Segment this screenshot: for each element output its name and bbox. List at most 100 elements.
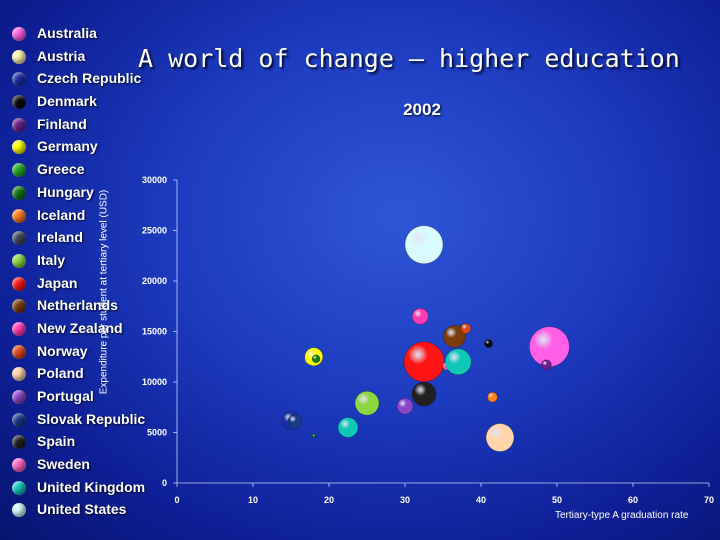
legend-marker (12, 72, 26, 87)
legend-label: Japan (37, 274, 78, 291)
x-axis-label: Tertiary-type A graduation rate (555, 510, 689, 521)
legend-label: Australia (37, 25, 97, 41)
legend-item: Ireland (8, 229, 168, 252)
slide-title: A world of change – higher education (138, 44, 680, 73)
legend-item: Czech Republic (8, 70, 168, 93)
y-tick-label: 5000 (147, 428, 167, 438)
bubble-point (444, 348, 472, 376)
y-tick-label: 0 (162, 478, 167, 488)
legend-marker (12, 253, 26, 268)
legend-item: Germany (8, 138, 168, 161)
legend-item: Austria (8, 48, 168, 71)
legend-marker (12, 276, 26, 291)
legend-item: Poland (8, 365, 168, 388)
legend-label: Portugal (37, 388, 94, 404)
bubble-point (485, 423, 515, 452)
legend-marker (12, 367, 26, 382)
legend-label: Italy (37, 251, 66, 268)
bubble-point (411, 308, 429, 325)
bubble-point (403, 341, 445, 383)
legend-item: Hungary (8, 184, 168, 207)
y-tick-label: 25000 (142, 226, 167, 236)
y-tick-label: 15000 (142, 327, 167, 337)
y-tick-label: 10000 (142, 377, 167, 387)
legend-item: Iceland (8, 207, 168, 230)
x-tick-label: 0 (174, 495, 179, 505)
legend-label: Sweden (37, 456, 90, 473)
legend-label: Hungary (37, 183, 94, 200)
legend-marker (12, 185, 26, 200)
legend-label: United States (37, 501, 127, 518)
bubble-point (541, 359, 552, 371)
legend-label: Czech Republic (37, 70, 142, 87)
legend-item: New Zealand (8, 320, 168, 343)
legend-item: Netherlands (8, 297, 168, 320)
x-tick-label: 40 (476, 495, 486, 505)
legend-label: Norway (37, 342, 88, 359)
bubble-point (460, 323, 472, 334)
legend-marker (12, 231, 26, 246)
legend-marker (12, 117, 26, 132)
x-tick-label: 60 (628, 495, 638, 505)
x-tick-label: 10 (248, 495, 258, 505)
legend-marker (12, 163, 26, 178)
legend-marker (12, 321, 26, 336)
bubble-point (484, 339, 493, 348)
legend-item: Spain (8, 433, 168, 456)
legend-marker (12, 390, 26, 404)
x-tick-label: 30 (400, 495, 410, 505)
bubble-point (404, 225, 444, 264)
legend-marker (12, 435, 26, 450)
legend-marker (12, 458, 26, 473)
legend-marker (12, 344, 26, 359)
legend-item: United Kingdom (8, 479, 168, 502)
legend-label: Greece (37, 161, 85, 178)
bubble-point (487, 391, 498, 403)
legend: Australia Austria Czech Republic Denmark Fin… (8, 25, 168, 524)
legend-marker (12, 299, 26, 314)
legend-marker (12, 480, 26, 495)
bubble-point (443, 325, 466, 348)
legend-label: New Zealand (37, 319, 123, 336)
legend-label: Spain (37, 433, 76, 450)
legend-label: Slovak Republic (37, 410, 146, 427)
legend-label: United Kingdom (37, 478, 146, 495)
legend-label: Denmark (37, 93, 97, 110)
legend-item: Norway (8, 343, 168, 366)
bubble-point (311, 354, 321, 364)
bubble-point (287, 414, 303, 429)
x-tick-label: 20 (324, 495, 334, 505)
y-tick-label: 20000 (142, 276, 167, 286)
legend-marker (12, 208, 26, 223)
legend-label: Poland (37, 365, 84, 382)
legend-item: Finland (8, 116, 168, 139)
legend-label: Austria (37, 47, 86, 64)
x-tick-label: 50 (552, 495, 562, 505)
y-tick-label: 30000 (142, 175, 167, 185)
legend-item: Greece (8, 161, 168, 184)
bubble-point (311, 433, 316, 438)
bubble-point (411, 381, 437, 407)
legend-marker (12, 503, 26, 518)
legend-item: Japan (8, 275, 168, 298)
legend-label: Iceland (37, 206, 86, 223)
chart-title: 2002 (403, 100, 441, 119)
bubble-point (396, 397, 414, 415)
legend-item: Denmark (8, 93, 168, 116)
legend-item: Portugal (8, 388, 168, 411)
legend-marker (12, 140, 26, 155)
y-axis-label: Expenditure per student at tertiary leve… (98, 189, 110, 395)
bubble-point (354, 390, 380, 416)
legend-marker (12, 27, 26, 41)
legend-marker (12, 95, 26, 110)
legend-label: Finland (37, 115, 87, 132)
legend-label: Ireland (37, 229, 83, 246)
legend-item: Australia (8, 25, 168, 48)
legend-item: Italy (8, 252, 168, 275)
legend-item: United States (8, 501, 168, 524)
bubble-point (337, 417, 359, 438)
legend-label: Netherlands (37, 297, 118, 314)
legend-item: Sweden (8, 456, 168, 479)
legend-label: Germany (37, 138, 98, 155)
